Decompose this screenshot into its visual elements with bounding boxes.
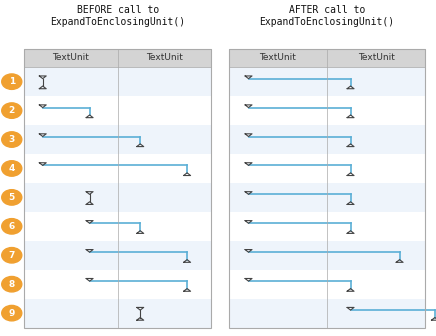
Bar (229, 270, 425, 299)
Bar (229, 241, 425, 270)
Bar (229, 299, 425, 328)
Bar (229, 49, 425, 328)
Bar (24, 49, 211, 67)
Bar (24, 299, 211, 328)
Bar (24, 154, 211, 183)
Bar (24, 241, 211, 270)
Circle shape (2, 248, 22, 263)
Text: 8: 8 (9, 280, 15, 289)
Text: TextUnit: TextUnit (146, 53, 183, 62)
Bar (229, 154, 425, 183)
Bar (24, 125, 211, 154)
Text: 7: 7 (9, 251, 15, 260)
Bar (24, 96, 211, 125)
Text: TextUnit: TextUnit (52, 53, 89, 62)
Bar (24, 212, 211, 241)
Circle shape (2, 103, 22, 118)
Circle shape (2, 132, 22, 147)
Text: 5: 5 (9, 193, 15, 202)
Circle shape (2, 305, 22, 321)
Text: 1: 1 (9, 77, 15, 86)
Circle shape (2, 277, 22, 292)
Circle shape (2, 74, 22, 89)
Circle shape (2, 190, 22, 205)
Text: AFTER call to
ExpandToEnclosingUnit(): AFTER call to ExpandToEnclosingUnit() (259, 5, 395, 27)
Bar (229, 212, 425, 241)
Text: BEFORE call to
ExpandToEnclosingUnit(): BEFORE call to ExpandToEnclosingUnit() (50, 5, 185, 27)
Bar (229, 183, 425, 212)
Circle shape (2, 161, 22, 176)
Text: 4: 4 (9, 164, 15, 173)
Bar (229, 96, 425, 125)
Text: 9: 9 (9, 309, 15, 318)
Bar (24, 49, 211, 328)
Text: TextUnit: TextUnit (358, 53, 395, 62)
Text: TextUnit: TextUnit (259, 53, 296, 62)
Bar (229, 67, 425, 96)
Bar (24, 183, 211, 212)
Bar (24, 270, 211, 299)
Circle shape (2, 219, 22, 234)
Bar (229, 49, 425, 67)
Text: 2: 2 (9, 106, 15, 115)
Text: 3: 3 (9, 135, 15, 144)
Text: 6: 6 (9, 222, 15, 231)
Bar (24, 67, 211, 96)
Bar (229, 125, 425, 154)
